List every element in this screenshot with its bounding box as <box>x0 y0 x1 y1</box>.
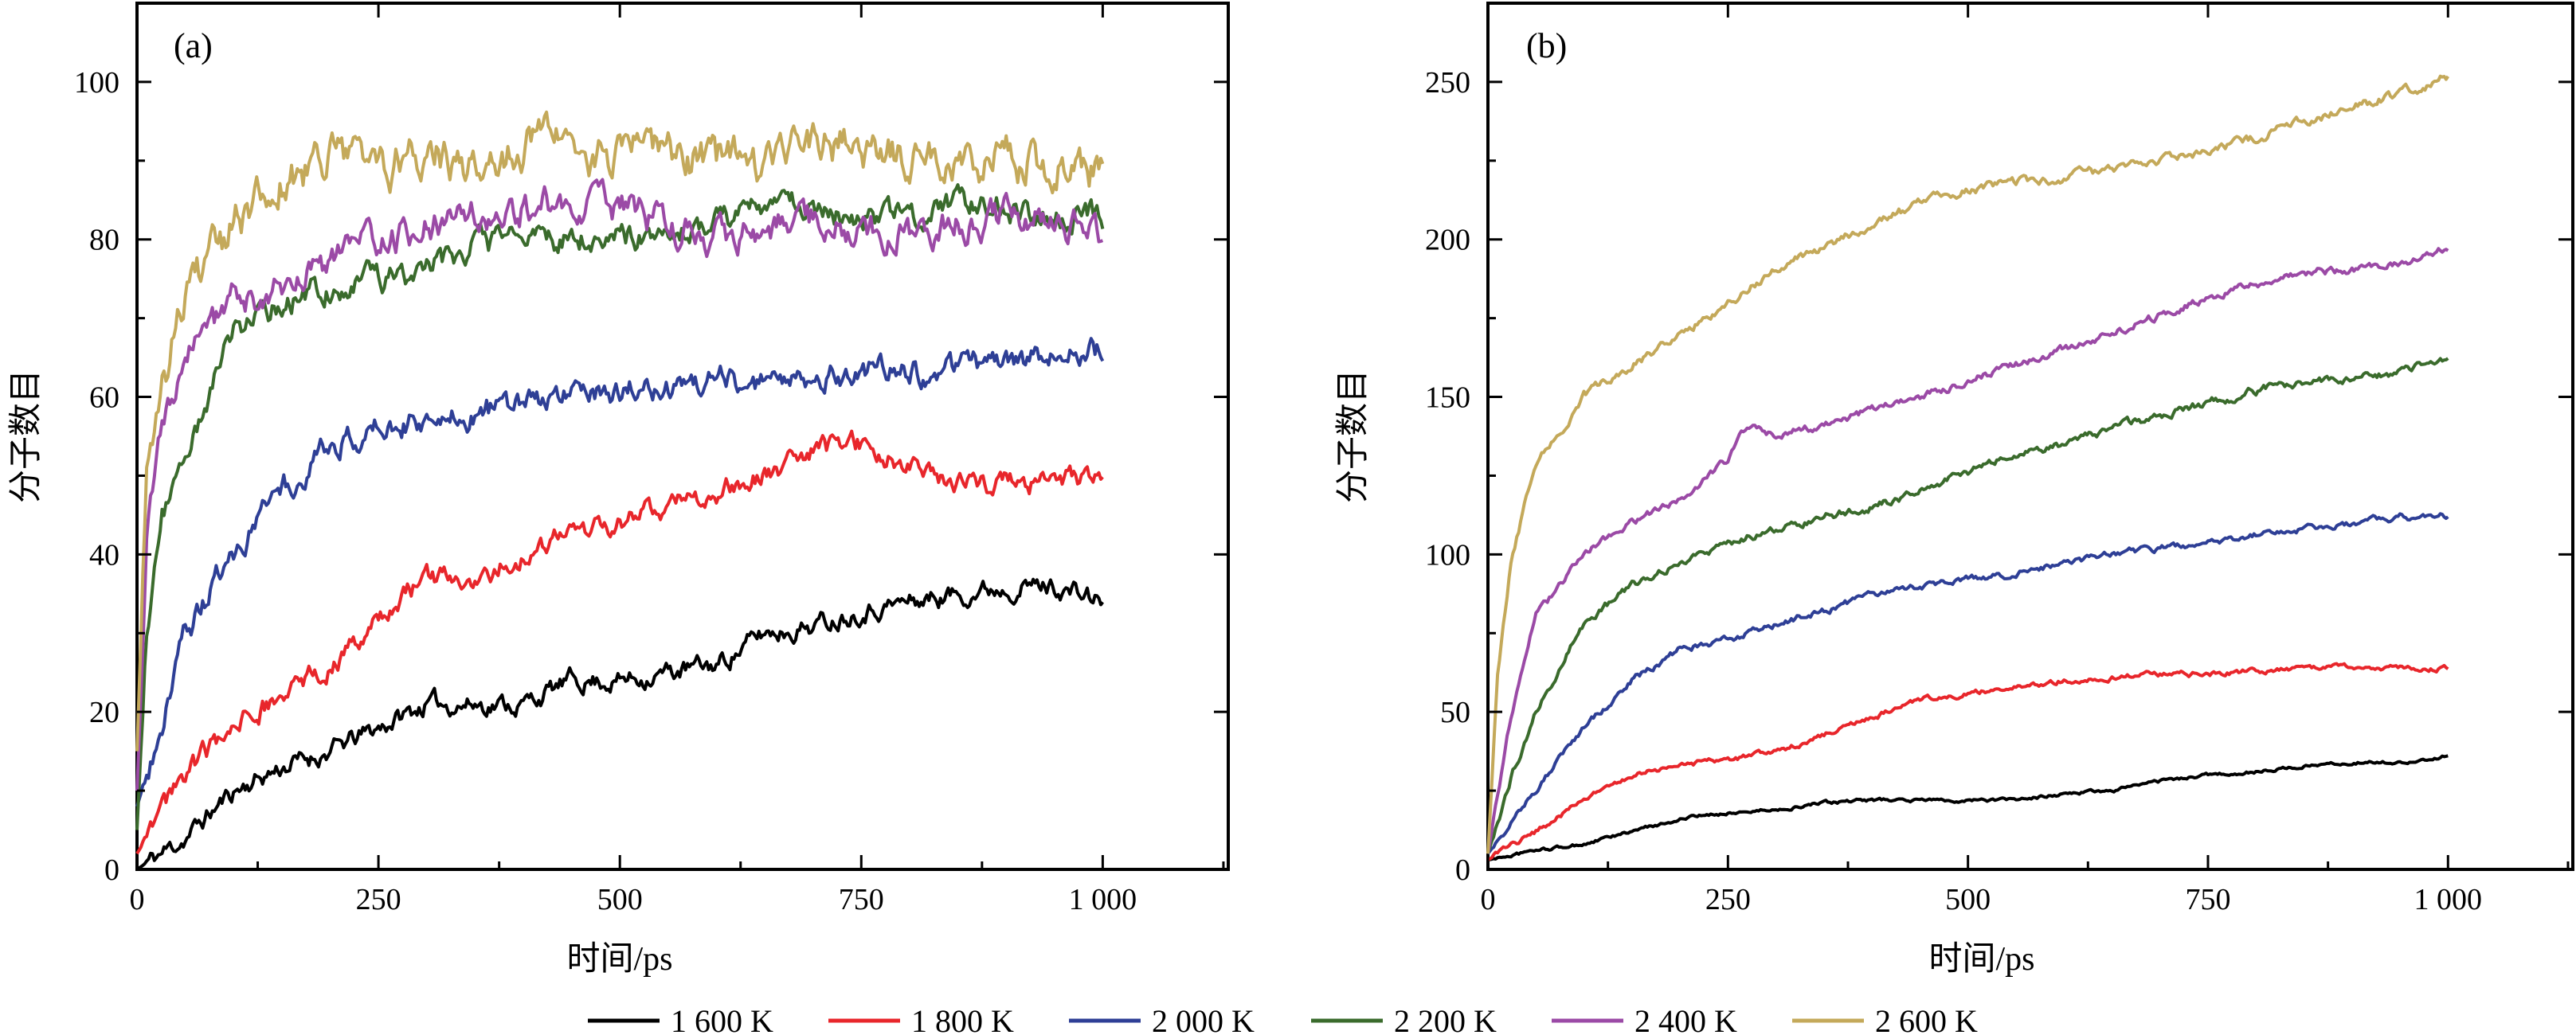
panel-a-tick-layer: 0 250 500 750 1 000 0 20 40 60 80 100 <box>74 3 1228 916</box>
panel-a-x-axis-title: 时间/ps <box>566 941 672 978</box>
legend: 1 600 K 1 800 K 2 000 K 2 200 K 2 400 K … <box>588 1003 1978 1035</box>
panel-a-series-1600 <box>135 577 1105 871</box>
panel-b-x-tick-label: 500 <box>1945 883 1991 916</box>
legend-item-2200: 2 200 K <box>1311 1003 1497 1035</box>
panel-a-series-2000 <box>135 337 1105 807</box>
legend-label-2000: 2 000 K <box>1152 1003 1255 1035</box>
panel-b-x-tick-label: 250 <box>1705 883 1751 916</box>
legend-label-2400: 2 400 K <box>1634 1003 1737 1035</box>
panel-a-series-2200 <box>135 183 1105 830</box>
legend-label-1800: 1 800 K <box>911 1003 1014 1035</box>
panel-b-label: (b) <box>1526 26 1567 65</box>
panel-b-tick-layer: 0 250 500 750 1 000 0 50 100 150 200 250 <box>1425 3 2573 916</box>
panel-b-x-tick-label: 1 000 <box>2414 883 2483 916</box>
panel-b-y-axis-title: 分子数目 <box>1335 369 1372 503</box>
panel-a-x-tick-label: 0 <box>130 883 145 916</box>
panel-a-y-tick-label: 100 <box>74 66 119 100</box>
panel-b-series-2200 <box>1486 357 2449 854</box>
panel-a-series-layer <box>135 110 1105 871</box>
panel-a-x-tick-label: 500 <box>597 883 643 916</box>
panel-a-series-2400 <box>135 178 1104 791</box>
panel-b-x-tick-label: 750 <box>2185 883 2230 916</box>
panel-b-series-2000 <box>1486 512 2449 855</box>
panel-b: 0 250 500 750 1 000 0 50 100 150 200 250 (b) 时间/ps… <box>1335 2 2574 978</box>
panel-a: 0 250 500 750 1 000 0 20 40 60 80 100 (a) 时间/ps 分子… <box>8 2 1230 978</box>
panel-b-series-2400 <box>1486 247 2449 854</box>
panel-b-y-tick-label: 250 <box>1425 66 1470 100</box>
panel-a-frame <box>135 2 1230 871</box>
legend-item-2000: 2 000 K <box>1069 1003 1255 1035</box>
panel-b-x-axis-title: 时间/ps <box>1928 941 2034 978</box>
panel-a-x-tick-label: 250 <box>356 883 401 916</box>
panel-b-series-layer <box>1486 74 2449 862</box>
panel-a-x-tick-label: 750 <box>839 883 884 916</box>
panel-b-frame <box>1486 2 2574 871</box>
legend-label-1600: 1 600 K <box>671 1003 773 1035</box>
panel-a-x-tick-label: 1 000 <box>1069 883 1137 916</box>
panel-b-series-1600 <box>1487 754 2449 862</box>
panel-b-y-tick-label: 150 <box>1425 381 1470 415</box>
legend-item-1800: 1 800 K <box>828 1003 1014 1035</box>
panel-b-y-tick-label: 0 <box>1455 853 1470 887</box>
panel-a-y-axis-title: 分子数目 <box>8 369 45 503</box>
panel-b-y-tick-label: 200 <box>1425 224 1470 257</box>
panel-b-y-tick-label: 100 <box>1425 538 1470 572</box>
panel-a-label: (a) <box>174 26 213 65</box>
panel-a-y-tick-label: 60 <box>89 381 119 415</box>
panel-a-y-tick-label: 40 <box>89 538 119 572</box>
panel-a-y-tick-label: 0 <box>104 853 119 887</box>
panel-b-y-tick-label: 50 <box>1440 696 1470 729</box>
panel-a-y-tick-label: 80 <box>89 224 119 257</box>
panel-b-series-2600 <box>1486 74 2449 854</box>
legend-item-2400: 2 400 K <box>1552 1003 1737 1035</box>
panel-a-series-2600 <box>135 110 1105 752</box>
legend-label-2600: 2 600 K <box>1875 1003 1978 1035</box>
legend-item-2600: 2 600 K <box>1792 1003 1978 1035</box>
legend-label-2200: 2 200 K <box>1394 1003 1497 1035</box>
panel-b-series-1800 <box>1486 662 2449 861</box>
panel-b-x-tick-label: 0 <box>1481 883 1496 916</box>
panel-a-y-tick-label: 20 <box>89 696 119 729</box>
panel-a-series-1800 <box>135 429 1104 855</box>
legend-item-1600: 1 600 K <box>588 1003 773 1035</box>
